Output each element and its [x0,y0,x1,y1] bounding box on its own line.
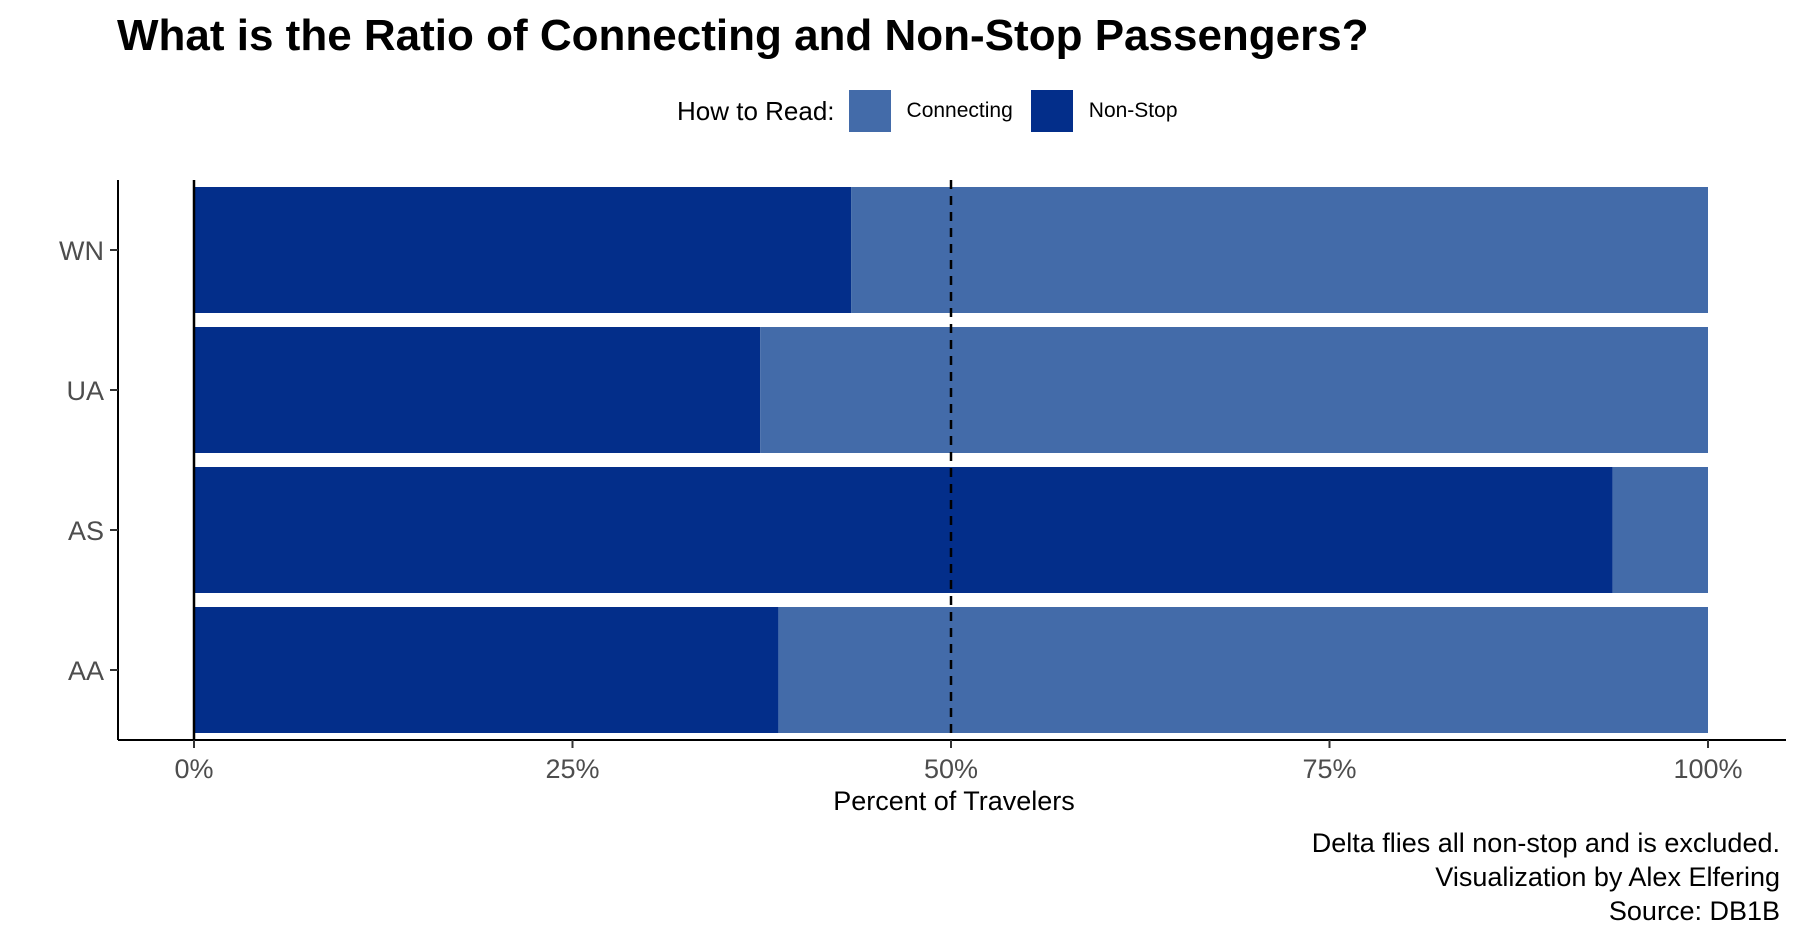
legend-item-connecting: Connecting [848,90,1013,132]
legend-text-non-stop: Non-Stop [1088,99,1178,122]
caption-line-3: Source: DB1B [1608,896,1780,926]
bar-wn-non-stop [194,187,852,313]
y-tick-label-ua: UA [66,376,104,406]
caption: Delta flies all non-stop and is excluded… [1312,826,1780,928]
y-tick-label-aa: AA [68,656,104,686]
bar-ua-non-stop [194,327,761,453]
bar-as-non-stop [194,467,1613,593]
bar-as-connecting [1612,467,1708,593]
legend-key-non-stop [1030,90,1073,132]
x-tick-label-50-: 50% [924,754,978,784]
caption-line-1: Delta flies all non-stop and is excluded… [1311,828,1780,858]
legend-key-connecting [848,90,891,132]
legend: How to Read: Connecting Non-Stop [677,89,1196,133]
chart-title: What is the Ratio of Connecting and Non-… [117,11,1369,60]
y-tick-label-wn: WN [59,236,104,266]
bar-wn-connecting [851,187,1708,313]
x-tick-label-100-: 100% [1673,754,1742,784]
caption-line-2: Visualization by Alex Elfering [1435,862,1780,892]
axes-group: 0% 25% 50% 75% 100% AA AS UA WN [59,180,1786,784]
x-tick-label-75-: 75% [1302,754,1356,784]
legend-item-non-stop: Non-Stop [1030,90,1178,132]
x-axis-title: Percent of Travelers [833,786,1075,816]
bar-aa-non-stop [194,607,779,733]
y-tick-label-as: AS [68,516,104,546]
x-tick-label-25-: 25% [545,754,599,784]
bars-group [194,187,1708,733]
legend-title: How to Read: [677,95,835,126]
bar-aa-connecting [778,607,1708,733]
legend-text-connecting: Connecting [906,99,1013,122]
bar-ua-connecting [760,327,1708,453]
x-tick-label-0-: 0% [174,754,213,784]
